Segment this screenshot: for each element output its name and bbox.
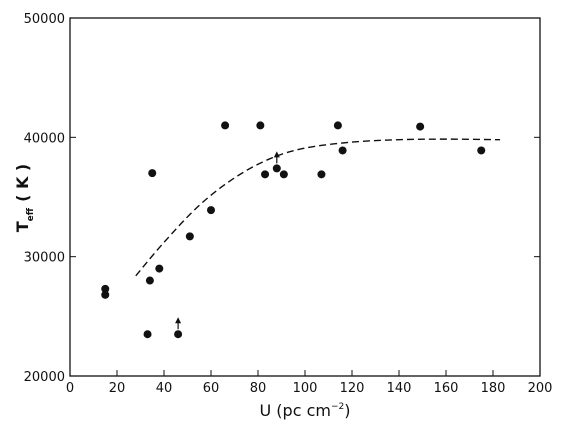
data-point bbox=[317, 170, 326, 179]
data-point bbox=[261, 170, 270, 179]
data-point bbox=[207, 206, 215, 215]
x-tick-label: 120 bbox=[340, 381, 365, 396]
x-tick-label: 80 bbox=[250, 381, 267, 396]
data-point bbox=[272, 164, 281, 173]
data-point bbox=[338, 146, 347, 155]
plot-frame bbox=[69, 17, 541, 377]
data-point bbox=[333, 121, 342, 130]
data-point bbox=[416, 122, 425, 131]
data-point bbox=[145, 276, 154, 285]
x-tick-label: 160 bbox=[434, 381, 459, 396]
arrow-head bbox=[273, 151, 280, 158]
y-tick-label: 30000 bbox=[24, 251, 65, 266]
x-tick-label: 140 bbox=[387, 381, 412, 396]
data-point bbox=[174, 330, 183, 339]
data-points bbox=[101, 121, 486, 339]
arrow-head bbox=[175, 317, 182, 324]
x-tick-label: 180 bbox=[481, 381, 506, 396]
x-tick-label: 0 bbox=[66, 381, 74, 396]
fit-curve bbox=[135, 138, 501, 277]
data-point bbox=[185, 232, 194, 241]
y-axis: 20000 30000 40000 50000 bbox=[24, 12, 540, 385]
y-tick-label: 50000 bbox=[24, 12, 65, 27]
data-point bbox=[256, 121, 265, 130]
data-point bbox=[279, 170, 288, 179]
y-axis-title: Teff( K ) bbox=[13, 164, 36, 233]
data-point bbox=[148, 169, 157, 178]
data-point bbox=[101, 284, 110, 293]
data-point bbox=[101, 290, 110, 299]
data-point bbox=[477, 146, 486, 155]
data-point bbox=[155, 264, 164, 273]
y-tick-label: 20000 bbox=[24, 370, 65, 385]
x-tick-label: 60 bbox=[203, 381, 220, 396]
y-tick-label: 40000 bbox=[24, 131, 65, 146]
data-point bbox=[221, 121, 230, 130]
x-tick-label: 20 bbox=[109, 381, 126, 396]
x-tick-label: 100 bbox=[293, 381, 318, 396]
x-tick-label: 200 bbox=[528, 381, 553, 396]
x-axis: 0 20 40 60 80 100 120 140 160 180 200 bbox=[66, 370, 553, 396]
data-point bbox=[143, 330, 152, 339]
x-axis-title: U (pc cm−2) bbox=[260, 401, 351, 420]
x-tick-label: 40 bbox=[156, 381, 173, 396]
